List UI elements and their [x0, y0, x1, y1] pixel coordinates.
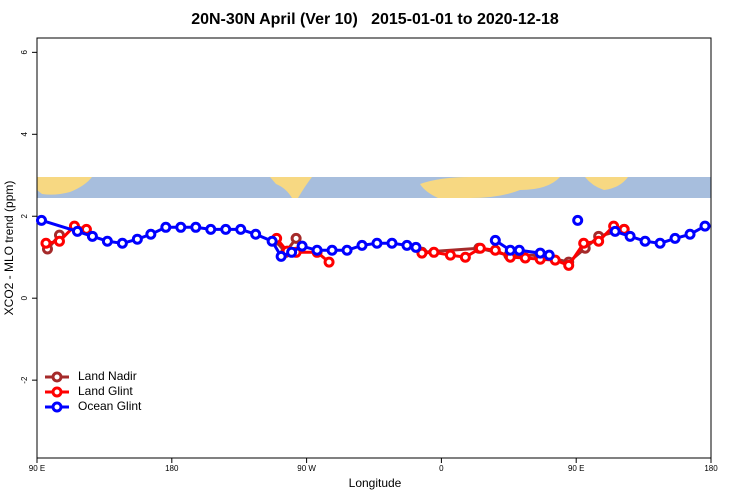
data-point: [543, 249, 555, 261]
data-point: [669, 232, 681, 244]
data-point: [326, 244, 338, 256]
y-tick-label: -2: [20, 376, 29, 384]
data-point: [71, 225, 83, 237]
data-point: [371, 237, 383, 249]
data-point: [101, 235, 113, 247]
data-point: [205, 223, 217, 235]
x-axis-label: Longitude: [349, 476, 402, 490]
x-tick-label: 90 E: [568, 464, 584, 473]
legend-marker: [51, 386, 63, 398]
legend-label: Land Glint: [78, 384, 133, 398]
x-tick-label: 0: [439, 464, 444, 473]
data-point: [593, 235, 605, 247]
data-point: [131, 233, 143, 245]
y-axis-label: XCO2 - MLO trend (ppm): [2, 181, 16, 316]
data-point: [410, 241, 422, 253]
data-point: [654, 237, 666, 249]
data-point: [311, 244, 323, 256]
data-point: [250, 228, 262, 240]
data-point: [513, 244, 525, 256]
data-point: [356, 239, 368, 251]
data-point: [699, 220, 711, 232]
data-point: [86, 230, 98, 242]
data-point: [175, 221, 187, 233]
data-point: [563, 259, 575, 271]
data-point: [386, 237, 398, 249]
data-point: [401, 239, 413, 251]
data-point: [53, 235, 65, 247]
data-point: [444, 249, 456, 261]
data-point: [40, 237, 52, 249]
plot-frame: [36, 37, 712, 459]
data-point: [609, 225, 621, 237]
x-tick-label: 90 W: [297, 464, 316, 473]
data-point: [624, 230, 636, 242]
map-strip: [37, 177, 711, 198]
x-tick-label: 180: [704, 464, 718, 473]
data-point: [323, 256, 335, 268]
data-point: [578, 237, 590, 249]
data-point: [341, 244, 353, 256]
data-point: [639, 235, 651, 247]
data-point: [290, 232, 302, 244]
data-point: [474, 242, 486, 254]
x-tick-label: 90 E: [29, 464, 45, 473]
data-point: [220, 223, 232, 235]
x-tick-label: 180: [165, 464, 179, 473]
data-point: [489, 234, 501, 246]
data-point: [572, 214, 584, 226]
data-point: [145, 228, 157, 240]
legend-label: Ocean Glint: [78, 399, 142, 413]
data-point: [266, 235, 278, 247]
y-tick-label: 0: [20, 295, 29, 300]
data-point: [235, 223, 247, 235]
data-point: [489, 244, 501, 256]
data-point: [684, 228, 696, 240]
data-point: [275, 250, 287, 262]
legend-marker: [51, 371, 63, 383]
y-tick-label: 6: [20, 50, 29, 55]
legend-label: Land Nadir: [78, 369, 137, 383]
data-point: [459, 251, 471, 263]
data-point: [296, 240, 308, 252]
data-point: [116, 237, 128, 249]
data-point: [35, 214, 47, 226]
legend-marker: [51, 401, 63, 413]
chart-title: 20N-30N April (Ver 10) 2015-01-01 to 202…: [191, 11, 559, 28]
data-point: [428, 246, 440, 258]
data-point: [190, 221, 202, 233]
data-point: [286, 246, 298, 258]
y-tick-label: 4: [20, 132, 29, 137]
data-point: [160, 221, 172, 233]
data-point: [534, 247, 546, 259]
data-point: [519, 252, 531, 264]
y-tick-label: 2: [20, 213, 29, 218]
data-point: [504, 244, 516, 256]
